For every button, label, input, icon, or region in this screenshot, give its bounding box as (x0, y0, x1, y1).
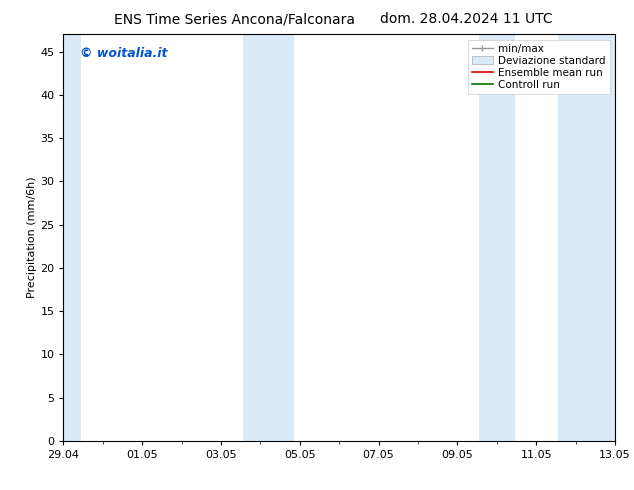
Bar (63, 34, 81, 441)
Text: dom. 28.04.2024 11 UTC: dom. 28.04.2024 11 UTC (380, 12, 553, 26)
Text: © woitalia.it: © woitalia.it (80, 47, 167, 59)
Y-axis label: Precipitation (mm/6h): Precipitation (mm/6h) (27, 177, 37, 298)
Bar (558, 34, 615, 441)
Legend: min/max, Deviazione standard, Ensemble mean run, Controll run: min/max, Deviazione standard, Ensemble m… (468, 40, 610, 94)
Bar (479, 34, 515, 441)
Bar (243, 34, 294, 441)
Text: ENS Time Series Ancona/Falconara: ENS Time Series Ancona/Falconara (114, 12, 355, 26)
